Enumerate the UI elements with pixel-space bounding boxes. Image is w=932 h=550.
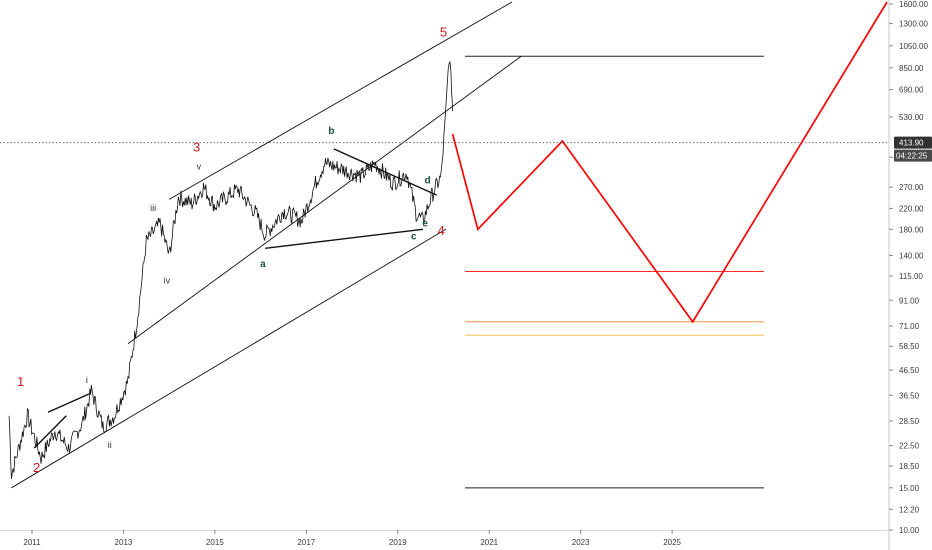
pattern-line-3 (33, 415, 67, 449)
y-tick-label-19: 18.50 (899, 462, 920, 471)
wave-label-0: 1 (17, 374, 24, 389)
y-tick-label-9: 180.00 (899, 225, 924, 234)
y-tick-label-7: 270.00 (899, 183, 924, 192)
wave-label-2: 3 (193, 140, 200, 155)
x-tick-label-5: 2021 (480, 538, 498, 547)
wave-label-12: c (411, 232, 417, 243)
y-tick-label-3: 850.00 (899, 64, 924, 73)
countdown-tag (894, 149, 932, 162)
y-tick-label-12: 91.00 (899, 296, 920, 305)
y-tick-label-0: 1600.00 (899, 0, 928, 9)
y-axis[interactable]: 1600.00 1300.00 1050.00 850.00 690.00 530.00 3… (888, 0, 932, 550)
x-axis: 2011 2013 2015 2017 2019 2021 2023 2025 (0, 530, 887, 547)
y-tick-label-5: 530.00 (899, 113, 924, 122)
price-series (8, 60, 453, 480)
channel-line-1 (127, 55, 522, 344)
wave-label-1: 2 (33, 460, 40, 475)
wave-label-14: e (422, 218, 428, 229)
y-tick-label-14: 58.50 (899, 342, 920, 351)
y-tick-label-4: 690.00 (899, 86, 924, 95)
wave-label-6: ii (108, 440, 112, 450)
y-tick-label-10: 140.00 (899, 251, 924, 260)
pattern-line-0 (265, 228, 424, 249)
x-tick-label-3: 2017 (297, 538, 315, 547)
wave-label-8: iv (164, 275, 171, 285)
x-tick-label-0: 2011 (23, 538, 41, 547)
wave-label-7: iii (150, 203, 156, 213)
wave-label-11: b (328, 126, 334, 137)
current-price-label: 413.90 (899, 139, 924, 148)
y-tick-label-22: 10.00 (899, 526, 920, 535)
trend-channels (11, 1, 522, 489)
wave-label-9: v (197, 161, 202, 171)
channel-line-2 (168, 1, 513, 200)
x-tick-label-4: 2019 (389, 538, 407, 547)
wave-label-5: i (86, 375, 88, 385)
price-line (8, 60, 453, 480)
y-tick-label-11: 115.00 (899, 272, 923, 281)
wave-label-3: 4 (438, 223, 445, 238)
wave-label-10: a (260, 259, 266, 270)
y-tick-label-20: 15.00 (899, 484, 920, 493)
pattern-line-2 (47, 393, 90, 413)
y-tick-label-1: 1300.00 (899, 20, 928, 29)
horizontal-levels (465, 55, 764, 489)
x-tick-label-1: 2013 (115, 538, 133, 547)
current-price-tag (894, 136, 932, 149)
projection-series (451, 1, 888, 324)
y-tick-label-15: 46.50 (899, 366, 920, 375)
y-tick-label-17: 28.50 (899, 417, 920, 426)
y-tick-label-18: 22.50 (899, 442, 920, 451)
countdown-label: 04:22:25 (896, 152, 928, 161)
y-tick-label-13: 71.00 (899, 322, 920, 331)
x-tick-label-6: 2023 (572, 538, 590, 547)
x-tick-label-7: 2025 (663, 538, 681, 547)
channel-line-0 (11, 228, 447, 489)
wave-label-13: d (424, 175, 430, 186)
wave-label-4: 5 (440, 24, 447, 39)
y-tick-label-2: 1050.00 (899, 42, 928, 51)
projection-line-0 (451, 1, 888, 324)
y-tick-label-16: 36.50 (899, 391, 920, 400)
y-tick-label-8: 220.00 (899, 204, 924, 213)
y-tick-label-21: 12.20 (899, 505, 920, 514)
x-tick-label-2: 2015 (206, 538, 224, 547)
